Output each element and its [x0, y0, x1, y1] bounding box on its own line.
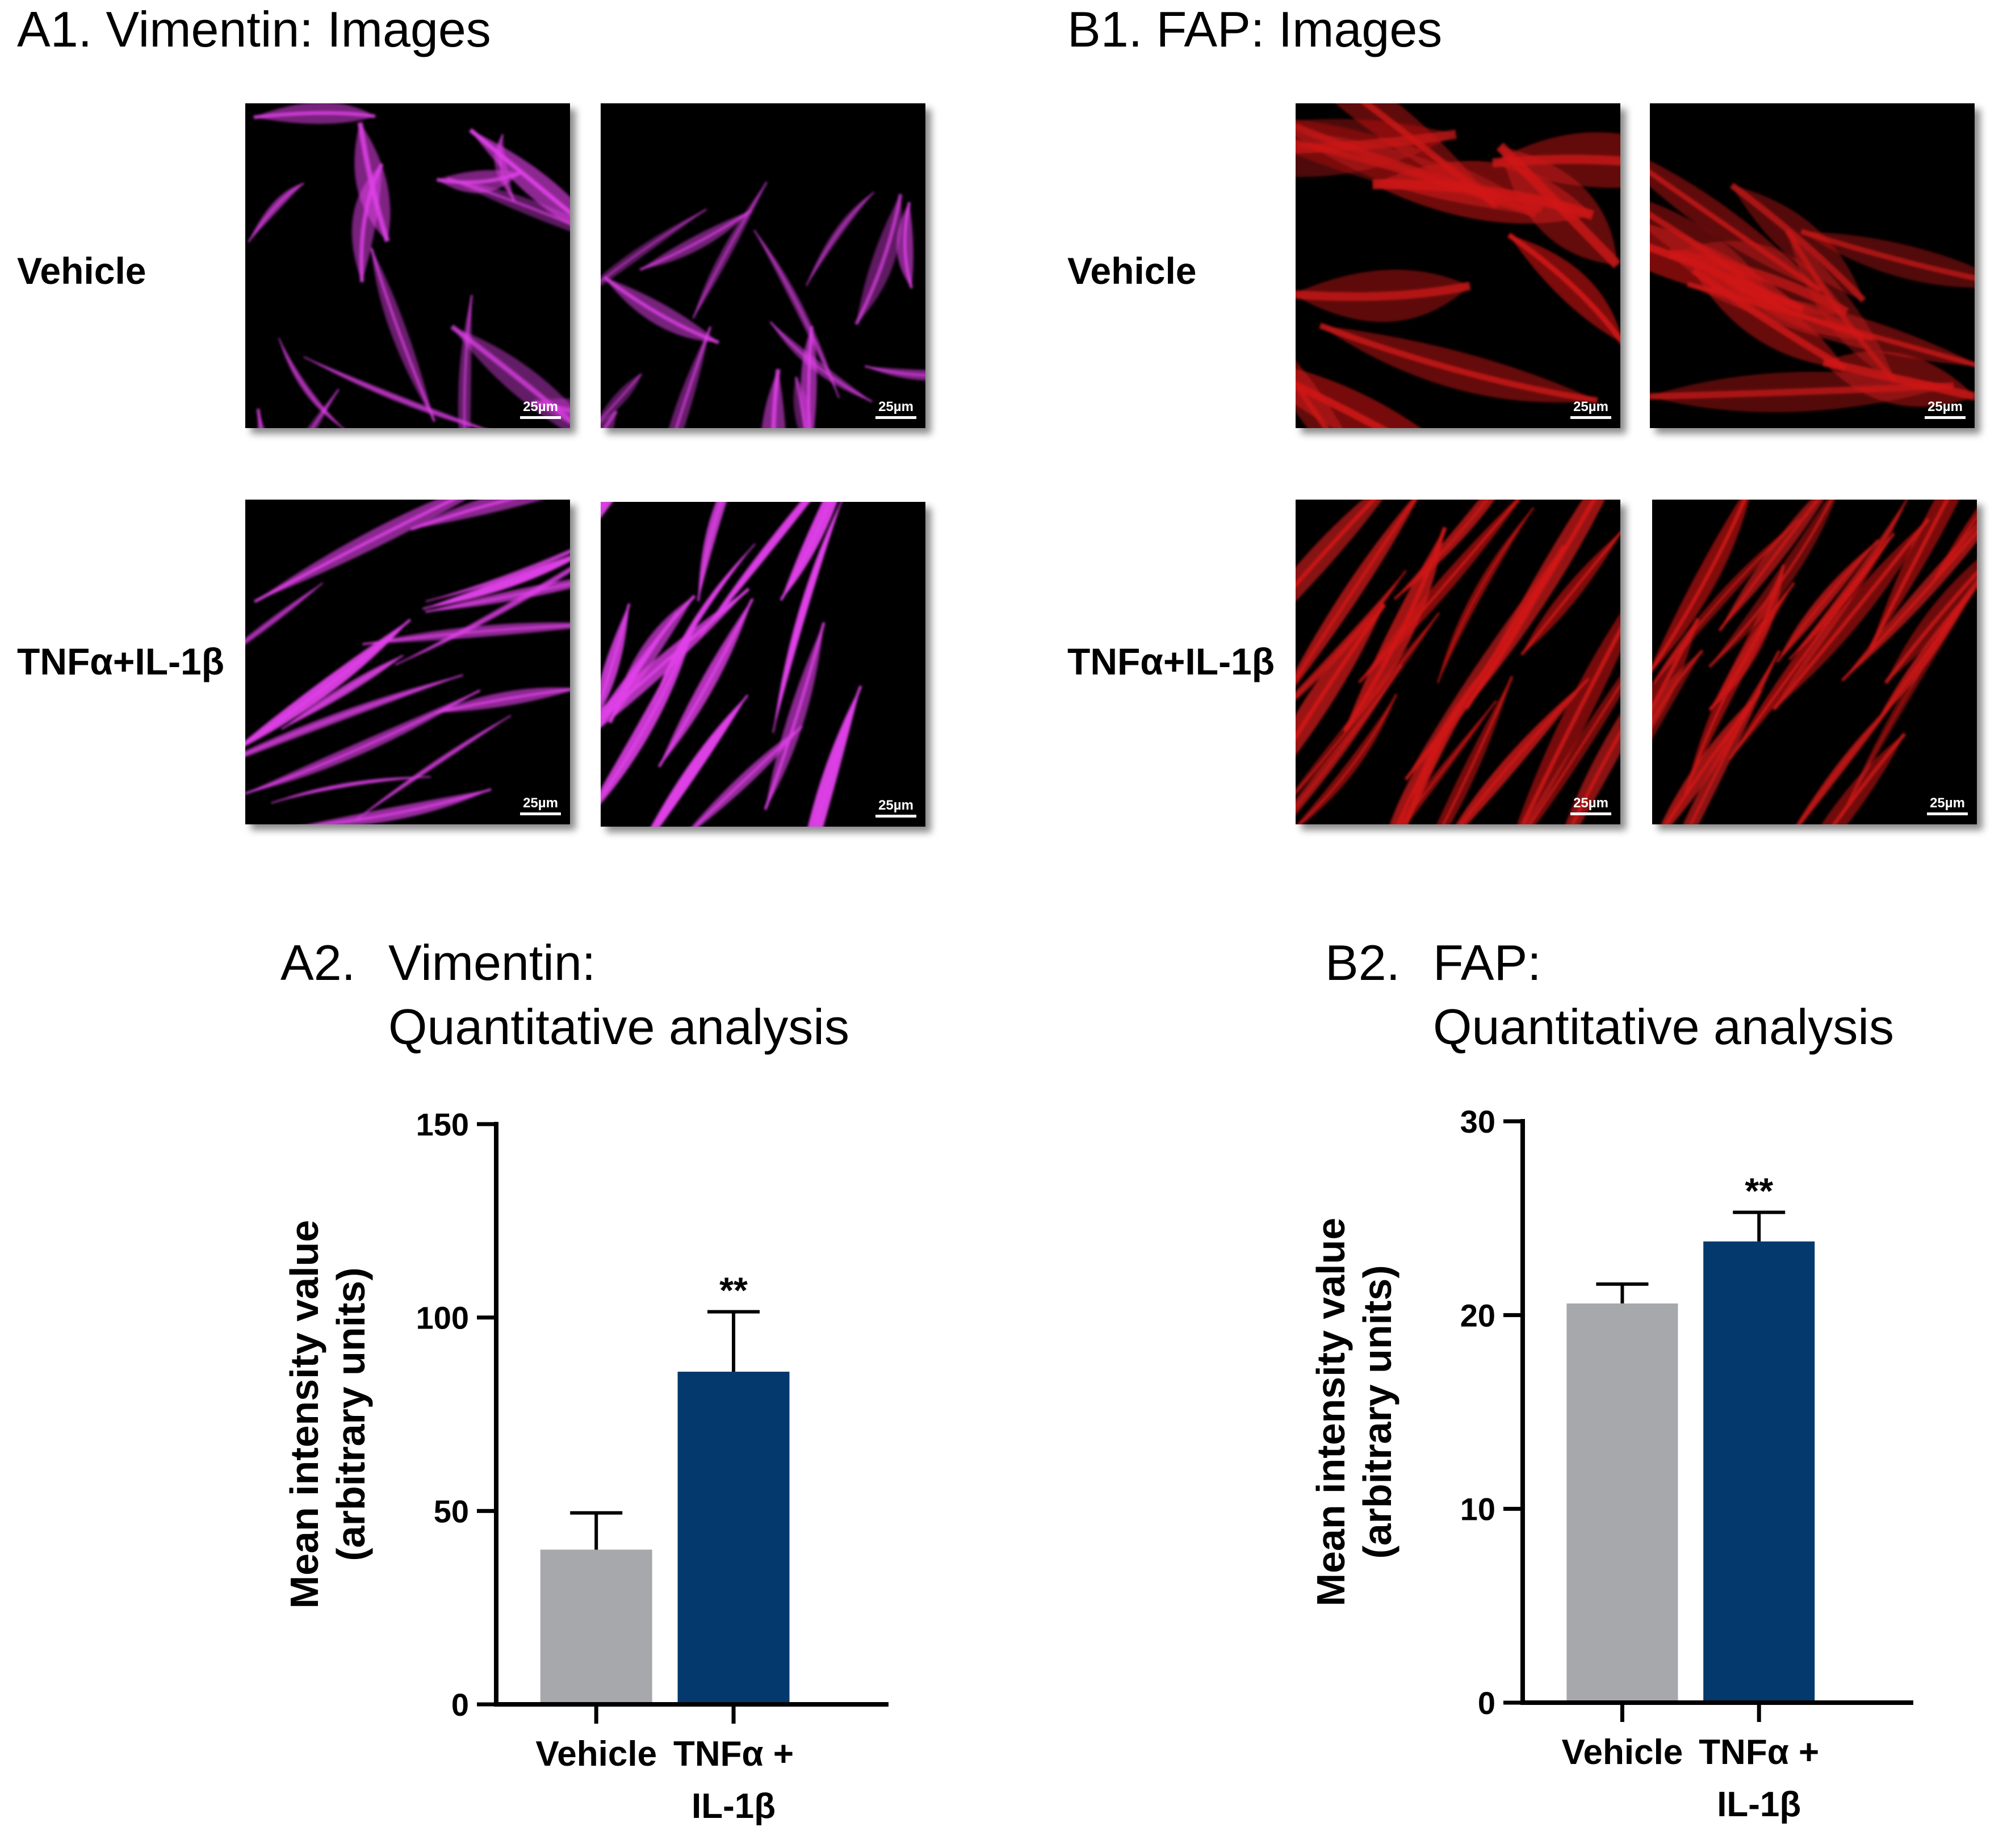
y-axis-label-line1: Mean intensity value: [282, 1220, 326, 1609]
micrograph-vimentin-treated-1: [245, 500, 570, 824]
scale-bar: 25µm: [875, 400, 916, 419]
b1-row-label-treated: TNFα+IL-1β: [1067, 640, 1275, 682]
bar-tnf-il-1-: [1703, 1241, 1815, 1700]
y-tick-label: 50: [434, 1493, 469, 1529]
scale-bar: 25µm: [1570, 797, 1611, 815]
b1-row-label-vehicle: Vehicle: [1067, 250, 1197, 292]
scale-bar-label: 25µm: [1927, 399, 1963, 414]
fap-vehicle-image-2: 25µm: [1650, 103, 1975, 428]
fap-treated-image-1: 25µm: [1296, 500, 1620, 824]
fap-treated-image-2: 25µm: [1652, 500, 1977, 824]
scale-bar: 25µm: [520, 797, 561, 815]
y-tick-label: 20: [1460, 1297, 1495, 1333]
scale-bar-label: 25µm: [1930, 795, 1965, 811]
micrograph-vimentin-vehicle-1: [248, 103, 570, 428]
x-tick-label: IL-1β: [692, 1787, 776, 1826]
bar-vehicle: [1566, 1303, 1678, 1700]
vimentin-vehicle-image-2: 25µm: [601, 103, 925, 428]
y-axis-label-line2: (arbitrary units): [329, 1267, 373, 1561]
significance-marker: **: [1745, 1170, 1773, 1211]
a1-row-label-treated: TNFα+IL-1β: [17, 640, 225, 682]
a1-row-label-vehicle: Vehicle: [17, 250, 146, 292]
x-tick-label: Vehicle: [1562, 1733, 1683, 1772]
scale-bar-label: 25µm: [878, 798, 913, 813]
a1-title: A1. Vimentin: Images: [17, 1, 491, 57]
y-tick-label: 30: [1460, 1104, 1495, 1139]
micrograph-vimentin-vehicle-2: [601, 181, 925, 428]
fap-vehicle-image-1: 25µm: [1296, 103, 1620, 428]
y-axis-label-line2: (arbitrary units): [1355, 1265, 1399, 1558]
micrograph-fap-vehicle-2: [1650, 160, 1975, 413]
vimentin-bar-chart: 0 50 100 150 Mean intensity value (arbitrary …: [282, 1107, 889, 1826]
scale-bar-label: 25µm: [1573, 399, 1608, 414]
a2-title-line1: Vimentin:: [388, 935, 596, 991]
scale-bar: 25µm: [1927, 797, 1968, 815]
y-tick-label: 150: [416, 1107, 469, 1142]
micrograph-fap-treated-1: [1296, 500, 1620, 824]
micrograph-fap-treated-2: [1652, 500, 1977, 824]
b2-title-line2: Quantitative analysis: [1433, 998, 1894, 1055]
scale-bar: 25µm: [875, 799, 916, 818]
a2-title-number: A2.: [280, 935, 356, 991]
y-tick-label: 10: [1460, 1491, 1495, 1527]
scale-bar: 25µm: [1925, 400, 1966, 419]
a2-title-line2: Quantitative analysis: [388, 998, 849, 1055]
micrograph-fap-vehicle-1: [1296, 103, 1620, 428]
bar-vehicle: [540, 1549, 652, 1702]
vimentin-vehicle-image-1: 25µm: [245, 103, 570, 428]
scale-bar: 25µm: [1570, 400, 1611, 419]
y-axis-label-line1: Mean intensity value: [1309, 1218, 1353, 1607]
vimentin-treated-image-1: 25µm: [245, 500, 570, 824]
b1-title: B1. FAP: Images: [1067, 1, 1443, 57]
scale-bar-label: 25µm: [878, 399, 913, 414]
x-tick-label: Vehicle: [535, 1734, 657, 1774]
scale-bar-label: 25µm: [1573, 795, 1608, 811]
bar-tnf-il-1-: [677, 1372, 790, 1702]
b2-title-number: B2.: [1325, 935, 1401, 991]
b2-title-line1: FAP:: [1433, 935, 1541, 991]
y-tick-label: 0: [451, 1687, 469, 1723]
y-tick-label: 0: [1478, 1685, 1495, 1721]
y-tick-label: 100: [416, 1300, 469, 1336]
x-tick-label: TNFα +: [673, 1734, 794, 1774]
vimentin-treated-image-2: 25µm: [601, 502, 925, 827]
scale-bar-label: 25µm: [523, 795, 558, 811]
b2-title: B2. FAP: Quantitative analysis: [1325, 931, 1894, 1059]
scale-bar-label: 25µm: [523, 399, 558, 414]
a2-title: A2. Vimentin: Quantitative analysis: [280, 931, 849, 1059]
x-tick-label: TNFα +: [1699, 1733, 1819, 1772]
x-tick-label: IL-1β: [1717, 1785, 1801, 1824]
micrograph-vimentin-treated-2: [601, 502, 862, 827]
scale-bar: 25µm: [520, 400, 561, 419]
significance-marker: **: [719, 1269, 748, 1310]
